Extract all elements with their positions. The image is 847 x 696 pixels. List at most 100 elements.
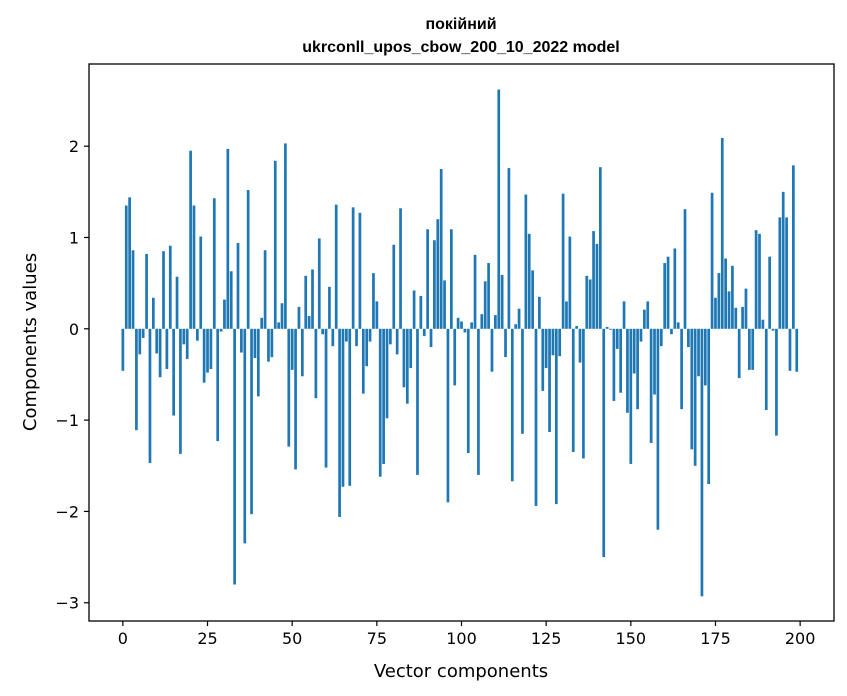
- bar-component-160: [663, 263, 667, 329]
- bar-component-68: [351, 207, 355, 329]
- bar-component-9: [151, 297, 155, 329]
- bar-component-158: [656, 328, 660, 530]
- bar-component-22: [196, 328, 199, 341]
- chart-title-line-2: ukrconll_upos_cbow_200_10_2022 model: [302, 39, 619, 56]
- bar-component-92: [433, 240, 436, 329]
- bar-component-37: [246, 190, 250, 329]
- bar-component-136: [582, 328, 585, 459]
- bar-component-0: [121, 328, 125, 371]
- bar-component-10: [155, 328, 159, 354]
- bar-component-28: [216, 328, 220, 442]
- bar-component-190: [764, 328, 768, 411]
- y-tick-label: −2: [55, 502, 79, 521]
- bar-component-45: [273, 160, 277, 329]
- bar-component-19: [185, 328, 189, 359]
- bar-component-150: [629, 328, 633, 464]
- bar-component-8: [148, 328, 152, 464]
- bar-component-71: [361, 328, 365, 394]
- bar-component-115: [510, 328, 514, 482]
- bar-component-187: [754, 230, 758, 329]
- bar-component-96: [446, 328, 450, 503]
- bar-component-57: [314, 328, 318, 399]
- bar-component-49: [287, 328, 291, 447]
- bar-component-122: [534, 328, 538, 506]
- y-axis-ticks: −3 −2 −1 0 1 2: [55, 137, 89, 613]
- bar-component-128: [554, 328, 558, 505]
- bar-component-41: [260, 317, 264, 329]
- bar-component-107: [483, 281, 487, 329]
- bar-component-69: [355, 328, 358, 347]
- bar-component-44: [270, 328, 274, 358]
- y-tick-label: −1: [55, 411, 79, 430]
- bar-component-143: [605, 326, 609, 329]
- bar-component-146: [615, 328, 619, 349]
- bar-component-145: [612, 328, 616, 401]
- bar-component-73: [368, 328, 372, 342]
- bar-component-152: [636, 328, 639, 410]
- bar-component-144: [609, 328, 612, 330]
- bar-component-119: [524, 194, 528, 329]
- bar-component-104: [473, 254, 477, 329]
- bar-series: [121, 89, 799, 597]
- bar-component-171: [700, 328, 704, 597]
- bar-component-55: [307, 316, 311, 329]
- bar-component-185: [747, 328, 751, 370]
- bar-component-15: [172, 328, 176, 416]
- bar-component-25: [206, 328, 209, 373]
- bar-component-161: [666, 256, 670, 329]
- bar-component-72: [365, 328, 369, 367]
- bar-component-40: [256, 328, 260, 397]
- bar-component-35: [240, 328, 243, 353]
- bar-component-85: [409, 328, 413, 369]
- bar-component-174: [710, 192, 714, 329]
- bar-component-175: [714, 297, 717, 329]
- bar-component-162: [670, 328, 673, 335]
- bar-component-142: [602, 328, 606, 558]
- bar-component-111: [497, 89, 501, 329]
- bar-component-66: [345, 328, 348, 342]
- bar-component-39: [253, 328, 257, 359]
- bar-component-106: [480, 314, 484, 329]
- bar-component-198: [792, 165, 795, 329]
- bar-component-58: [317, 238, 321, 329]
- bar-component-153: [639, 328, 643, 342]
- bar-component-191: [768, 256, 772, 329]
- bar-component-52: [297, 306, 301, 329]
- x-tick-label: 0: [118, 629, 128, 648]
- bar-component-38: [250, 328, 253, 515]
- bar-component-51: [294, 328, 297, 470]
- bar-component-176: [717, 273, 721, 329]
- x-tick-label: 175: [700, 629, 731, 648]
- bar-component-112: [500, 274, 504, 329]
- bar-component-91: [429, 328, 433, 348]
- bar-component-42: [263, 250, 267, 329]
- bar-component-70: [358, 212, 362, 329]
- bar-component-16: [175, 276, 179, 329]
- y-axis-label: Components values: [20, 253, 41, 431]
- bar-component-81: [395, 328, 399, 355]
- bar-component-134: [575, 326, 578, 329]
- bar-component-6: [141, 328, 145, 338]
- bar-component-97: [449, 229, 453, 329]
- bar-component-100: [460, 321, 463, 329]
- x-axis-ticks: 0 25 50 75 100 125 150 175 200: [118, 621, 815, 648]
- bar-component-31: [226, 148, 230, 329]
- bar-component-36: [243, 328, 247, 544]
- bar-component-7: [145, 253, 148, 329]
- bar-component-180: [731, 265, 734, 329]
- bar-component-61: [328, 286, 331, 329]
- bar-component-121: [531, 270, 534, 329]
- bar-component-177: [720, 137, 724, 329]
- bar-component-178: [724, 258, 727, 329]
- bar-component-32: [229, 271, 233, 329]
- bar-component-167: [687, 328, 690, 348]
- bar-component-109: [490, 328, 494, 372]
- bar-component-4: [135, 328, 138, 431]
- bar-component-99: [456, 317, 460, 329]
- bar-component-186: [751, 328, 755, 370]
- bar-component-102: [466, 328, 470, 453]
- bar-component-179: [727, 291, 731, 329]
- bar-component-156: [649, 328, 653, 443]
